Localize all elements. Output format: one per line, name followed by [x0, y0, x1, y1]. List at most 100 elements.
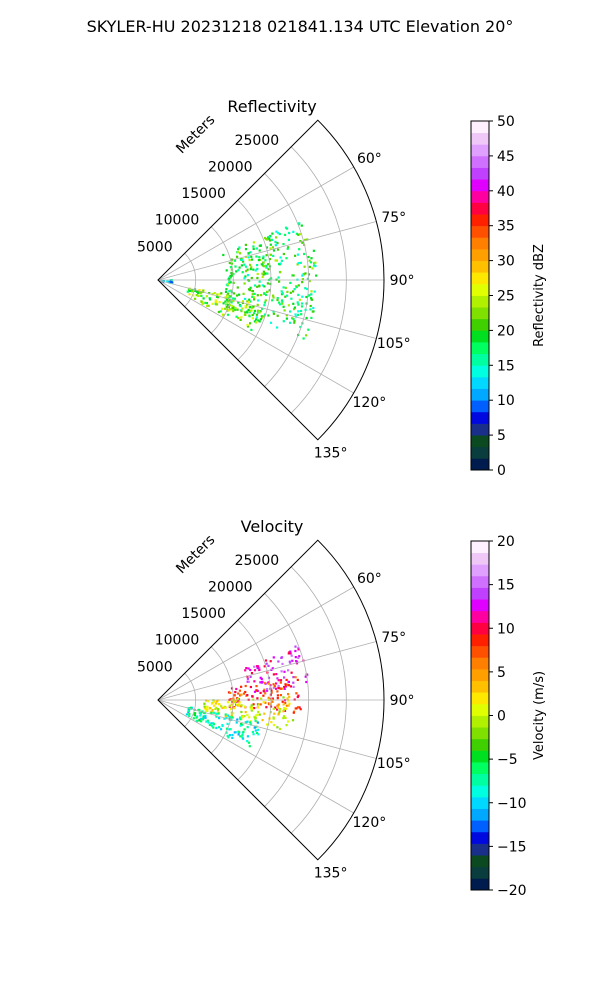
echo-cell — [310, 293, 313, 296]
echo-cell — [261, 284, 264, 287]
echo-cell — [252, 241, 255, 244]
echo-cell — [233, 307, 236, 310]
echo-cell — [249, 286, 252, 289]
echo-cell — [249, 306, 252, 309]
range-tick-label: 5000 — [137, 659, 173, 675]
echo-cell — [292, 274, 295, 277]
echo-cell — [292, 290, 295, 293]
echo-cell — [251, 290, 254, 293]
echo-cell — [249, 251, 252, 254]
echo-cell — [236, 251, 239, 254]
echo-cell — [281, 302, 284, 305]
echo-cell — [225, 303, 228, 306]
echo-cell — [259, 258, 262, 261]
colorbar-segment — [471, 179, 489, 192]
echo-cell — [228, 278, 231, 281]
echo-cell — [238, 293, 241, 296]
colorbar-segment — [471, 599, 489, 612]
echo-cell — [229, 698, 232, 701]
echo-cell — [276, 314, 279, 317]
colorbar-segment — [471, 575, 489, 588]
echo-cell — [256, 264, 259, 267]
echo-cell — [238, 266, 241, 269]
echo-cell — [283, 709, 287, 712]
echo-cell — [239, 735, 242, 738]
echo-cell — [269, 684, 272, 687]
echo-cell — [296, 253, 300, 256]
echo-cell — [191, 288, 194, 292]
echo-cell — [215, 712, 218, 715]
echo-cell — [250, 255, 253, 258]
echo-cell — [310, 290, 313, 293]
echo-cell — [299, 708, 302, 711]
echo-cell — [246, 268, 249, 271]
echo-cell — [298, 298, 301, 301]
echo-cell — [263, 304, 266, 307]
echo-cell — [287, 304, 290, 307]
echo-cell — [226, 283, 229, 286]
colorbar-segment — [471, 552, 489, 565]
echo-cell — [240, 693, 243, 696]
echo-cell — [286, 683, 289, 686]
colorbar-segment — [471, 866, 489, 879]
echo-cell — [274, 259, 277, 262]
azimuth-spoke — [157, 279, 354, 394]
echo-cell — [298, 655, 301, 658]
echo-cell — [292, 230, 295, 233]
colorbar-segment — [471, 400, 489, 413]
echo-cell — [247, 667, 250, 670]
echo-cell — [263, 313, 266, 316]
echo-cell — [287, 693, 290, 696]
range-tick-label: 25000 — [235, 133, 280, 149]
echo-cell — [243, 263, 246, 266]
echo-cell — [169, 280, 172, 283]
colorbar-tick-label: 20 — [497, 323, 515, 339]
echo-cell — [250, 709, 253, 712]
echo-cell — [263, 285, 266, 288]
echo-cell — [226, 295, 229, 298]
echo-cell — [288, 702, 291, 705]
echo-cell — [230, 258, 233, 261]
echo-cell — [215, 303, 219, 306]
colorbar-segment — [471, 855, 489, 868]
echo-cell — [276, 726, 279, 729]
echo-cell — [257, 319, 260, 322]
echo-cell — [199, 712, 203, 715]
echo-cell — [294, 649, 297, 653]
echo-cell — [274, 706, 277, 709]
echo-cell — [244, 275, 247, 278]
echo-cell — [281, 300, 284, 303]
echo-cell — [293, 308, 296, 311]
echo-cell — [282, 252, 285, 256]
echo-cell — [244, 305, 247, 308]
echo-cell — [291, 274, 294, 277]
theta-tick-label: 120° — [353, 395, 387, 411]
echo-cell — [291, 719, 295, 722]
echo-cell — [195, 290, 199, 293]
echo-cell — [262, 270, 265, 273]
theta-tick-label: 105° — [377, 756, 411, 772]
echo-cell — [264, 299, 267, 302]
echo-cell — [241, 733, 244, 736]
echo-cell — [260, 677, 263, 680]
echo-cell — [295, 662, 299, 665]
echo-cell — [287, 720, 290, 723]
echo-cell — [312, 249, 315, 252]
echo-cell — [280, 259, 283, 262]
echo-cell — [259, 691, 262, 694]
echo-cell — [269, 702, 272, 705]
echo-cell — [298, 248, 301, 251]
echo-cell — [257, 703, 260, 706]
echo-cell — [203, 702, 206, 705]
echo-cell — [199, 714, 202, 717]
echo-cell — [274, 243, 277, 246]
echo-cell — [297, 284, 300, 287]
echo-cell — [265, 723, 269, 726]
echo-cell — [239, 252, 242, 255]
echo-cell — [231, 699, 234, 702]
echo-cell — [248, 289, 251, 292]
colorbar-tick-label: 15 — [497, 358, 515, 374]
echo-cell — [244, 297, 247, 300]
echo-cell — [312, 306, 315, 310]
echo-cell — [280, 656, 283, 659]
